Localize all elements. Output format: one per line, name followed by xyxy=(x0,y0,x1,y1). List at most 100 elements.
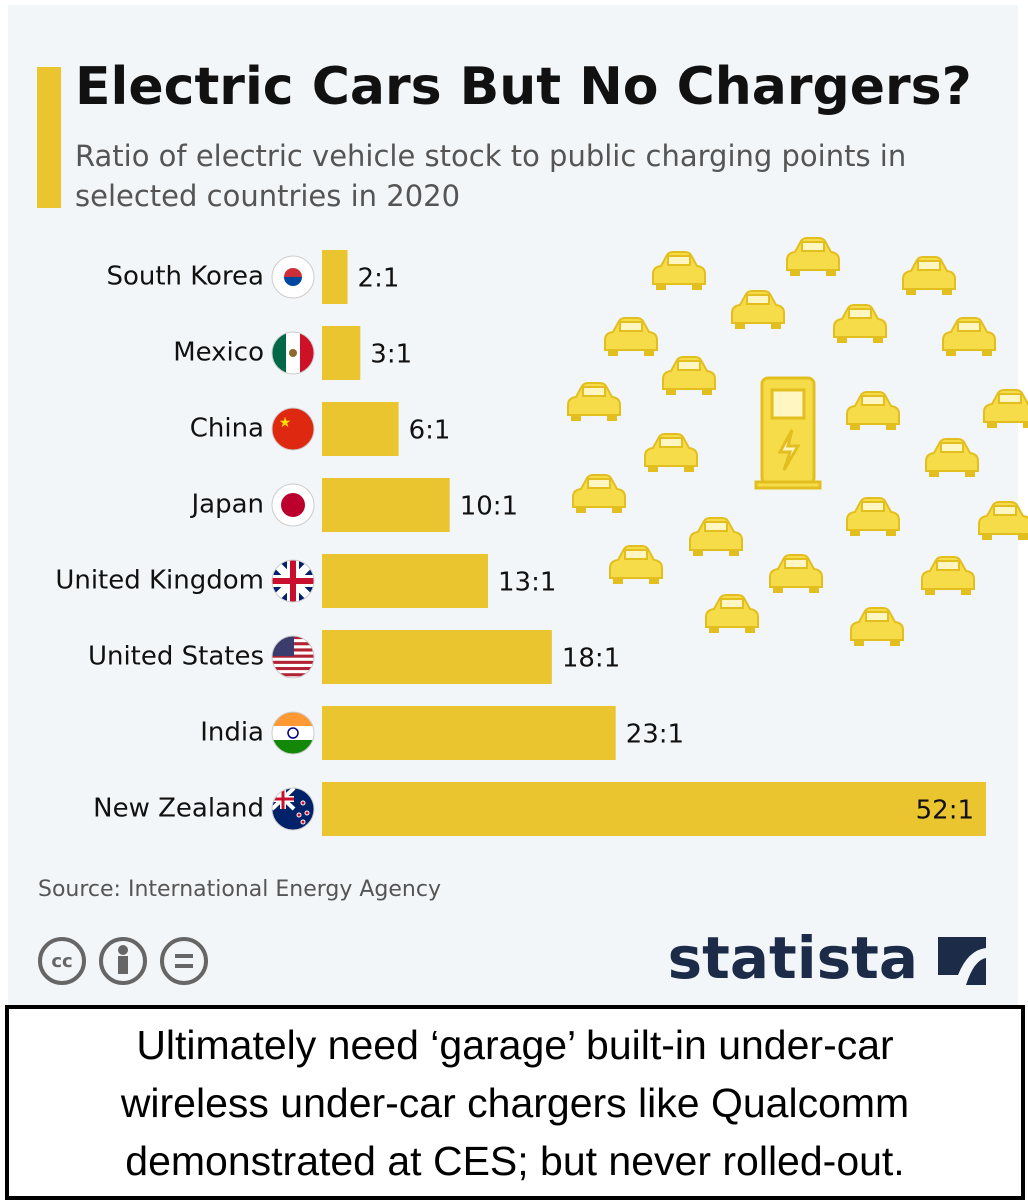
car-wheel xyxy=(571,414,581,421)
source: Source: International Energy Agency xyxy=(38,877,441,902)
car-window xyxy=(659,437,683,448)
flag xyxy=(272,560,314,602)
car-wheel xyxy=(886,423,896,430)
car-wheel xyxy=(745,626,755,633)
car-window xyxy=(801,241,825,252)
car-icon xyxy=(846,391,900,430)
license-icons: cc xyxy=(38,937,208,985)
value-label: 2:1 xyxy=(358,264,400,294)
car-wheel xyxy=(608,349,618,356)
value-label: 10:1 xyxy=(460,492,518,522)
brand-mark xyxy=(938,937,986,985)
car-body xyxy=(846,497,900,531)
brand: statista xyxy=(668,924,918,992)
car-body xyxy=(902,256,956,290)
svg-text:cc: cc xyxy=(51,951,72,972)
car-window xyxy=(998,393,1022,404)
car-wheel xyxy=(906,288,916,295)
chart: Electric Cars But No Chargers? Source: I… xyxy=(37,57,1028,992)
value-label: 13:1 xyxy=(498,568,556,598)
flag xyxy=(272,332,314,374)
car-icon xyxy=(902,256,956,295)
flag xyxy=(284,277,302,286)
flag: ★ xyxy=(279,415,292,431)
charger-screen xyxy=(770,388,806,420)
car-window xyxy=(667,255,691,266)
car-wheel xyxy=(771,322,781,329)
flag-border xyxy=(271,483,315,527)
caption-box: Ultimately need ‘garage’ built-in under-… xyxy=(5,1005,1025,1200)
car-body xyxy=(604,317,658,351)
car-wheel xyxy=(809,586,819,593)
car-wheel xyxy=(1023,421,1028,428)
car-wheel xyxy=(607,414,617,421)
flag xyxy=(272,726,314,740)
car-icon xyxy=(689,517,743,556)
bar xyxy=(322,554,488,608)
flag xyxy=(289,349,297,357)
car-window xyxy=(861,395,885,406)
car-icon xyxy=(978,501,1028,540)
car-body xyxy=(731,290,785,324)
car-icon xyxy=(786,237,840,276)
car-wheel xyxy=(612,506,622,513)
car-window xyxy=(917,260,941,271)
car-wheel xyxy=(735,322,745,329)
car-wheel xyxy=(987,421,997,428)
bar xyxy=(322,326,361,380)
car-icon xyxy=(942,317,996,356)
car-wheel xyxy=(837,336,847,343)
category-label: South Korea xyxy=(106,262,264,292)
flag xyxy=(272,408,314,450)
bar xyxy=(322,402,399,456)
car-icon xyxy=(652,251,706,290)
car-wheel xyxy=(644,349,654,356)
car-window xyxy=(582,386,606,397)
car-body xyxy=(846,391,900,425)
car-window xyxy=(861,501,885,512)
car-wheel xyxy=(684,465,694,472)
flag-border xyxy=(271,407,315,451)
car-wheel xyxy=(929,470,939,477)
bar xyxy=(322,250,348,304)
flag xyxy=(272,740,314,754)
car-icon xyxy=(604,317,658,356)
car-wheel xyxy=(692,283,702,290)
flag xyxy=(300,332,314,374)
flag xyxy=(284,268,302,277)
flag xyxy=(272,673,314,677)
car-body xyxy=(652,251,706,285)
flag xyxy=(272,660,314,664)
category-label: United Kingdom xyxy=(55,566,264,596)
car-body xyxy=(572,474,626,508)
flag xyxy=(296,812,302,818)
car-icon xyxy=(572,474,626,513)
car-body xyxy=(609,545,663,579)
flag xyxy=(272,484,314,526)
car-body xyxy=(850,607,904,641)
car-wheel xyxy=(648,465,658,472)
car-wheel xyxy=(656,283,666,290)
flag xyxy=(272,667,314,671)
car-body xyxy=(689,517,743,551)
car-wheel xyxy=(850,529,860,536)
caption-line: wireless under-car chargers like Qualcom… xyxy=(120,1079,910,1126)
flag xyxy=(300,800,306,806)
car-body xyxy=(705,594,759,628)
flag xyxy=(287,727,299,739)
car-body xyxy=(921,556,975,590)
car-icon xyxy=(850,607,904,646)
car-wheel xyxy=(965,470,975,477)
car-icon xyxy=(567,382,621,421)
car-icon xyxy=(662,356,716,395)
car-wheel xyxy=(790,269,800,276)
car-icon xyxy=(769,554,823,593)
car-body xyxy=(567,382,621,416)
flag xyxy=(281,493,305,517)
car-body xyxy=(644,433,698,467)
car-window xyxy=(677,360,701,371)
car-wheel xyxy=(773,586,783,593)
car-wheel xyxy=(826,269,836,276)
car-wheel xyxy=(709,626,719,633)
flag xyxy=(272,788,294,809)
